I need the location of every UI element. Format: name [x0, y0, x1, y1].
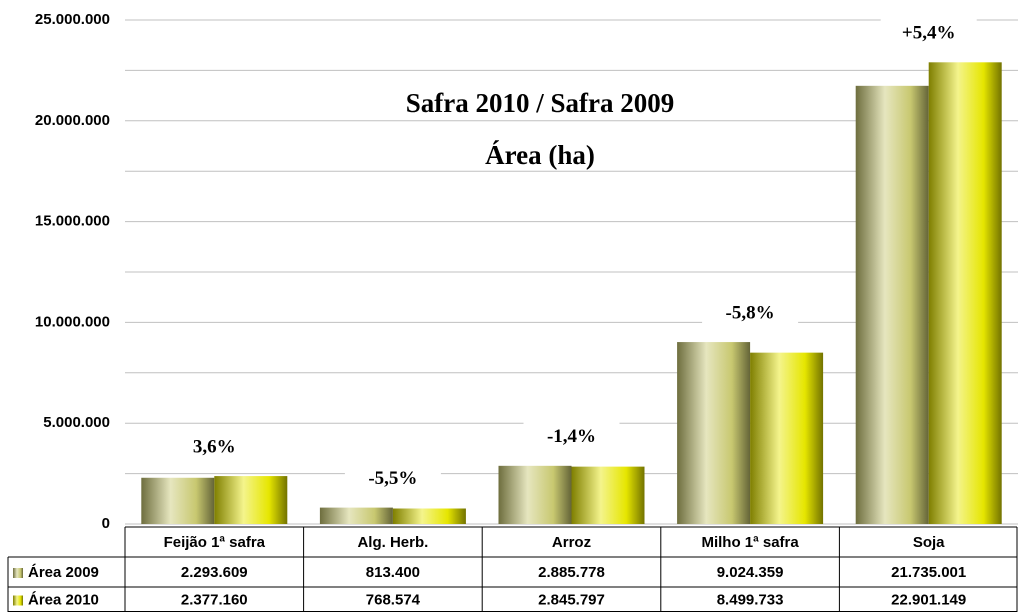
y-tick-label: 20.000.000: [35, 112, 110, 129]
legend-label: Área 2009: [28, 564, 99, 581]
change-label: -5,8%: [726, 302, 775, 323]
x-tick-label: Alg. Herb.: [357, 534, 428, 551]
table-value: 8.499.733: [717, 591, 784, 608]
table-value: 22.901.149: [891, 591, 966, 608]
bar: [319, 507, 393, 524]
x-tick-label: Soja: [913, 534, 945, 551]
annotation-background: [166, 432, 263, 465]
table-value: 2.885.778: [538, 564, 605, 581]
table-value: 813.400: [366, 564, 420, 581]
chart-subtitle: Área (ha): [485, 140, 595, 170]
bar: [677, 342, 751, 524]
legend-swatch: [13, 595, 23, 606]
x-tick-label: Feijão 1ª safra: [164, 534, 266, 551]
annotation-background: [880, 18, 977, 51]
annotation-background: [702, 298, 799, 331]
table-value: 768.574: [366, 591, 421, 608]
y-tick-label: 10.000.000: [35, 313, 110, 330]
bar: [571, 466, 645, 524]
legend-label: Área 2010: [28, 591, 99, 608]
table-value: 9.024.359: [717, 564, 784, 581]
chart-title: Safra 2010 / Safra 2009: [406, 88, 674, 118]
y-tick-label: 15.000.000: [35, 213, 110, 230]
bar: [141, 477, 215, 524]
change-label: -1,4%: [547, 426, 596, 447]
legend-swatch: [13, 568, 23, 578]
bar: [928, 62, 1002, 524]
table-value: 2.845.797: [538, 591, 605, 608]
x-tick-label: Milho 1ª safra: [701, 534, 799, 551]
change-label: 3,6%: [193, 436, 236, 457]
table-value: 21.735.001: [891, 564, 966, 581]
bar: [392, 508, 466, 524]
y-tick-label: 25.000.000: [35, 11, 110, 28]
bar: [855, 85, 929, 524]
annotation-background: [344, 463, 441, 496]
annotation-background: [523, 421, 620, 454]
table-value: 2.293.609: [181, 564, 248, 581]
y-tick-label: 5.000.000: [43, 414, 110, 431]
bar: [750, 352, 824, 524]
change-label: -5,5%: [368, 468, 417, 489]
x-tick-label: Arroz: [552, 534, 591, 551]
bar: [498, 465, 572, 524]
table-value: 2.377.160: [181, 591, 248, 608]
y-tick-label: 0: [102, 515, 110, 532]
bar: [214, 476, 288, 524]
change-label: +5,4%: [902, 23, 956, 44]
